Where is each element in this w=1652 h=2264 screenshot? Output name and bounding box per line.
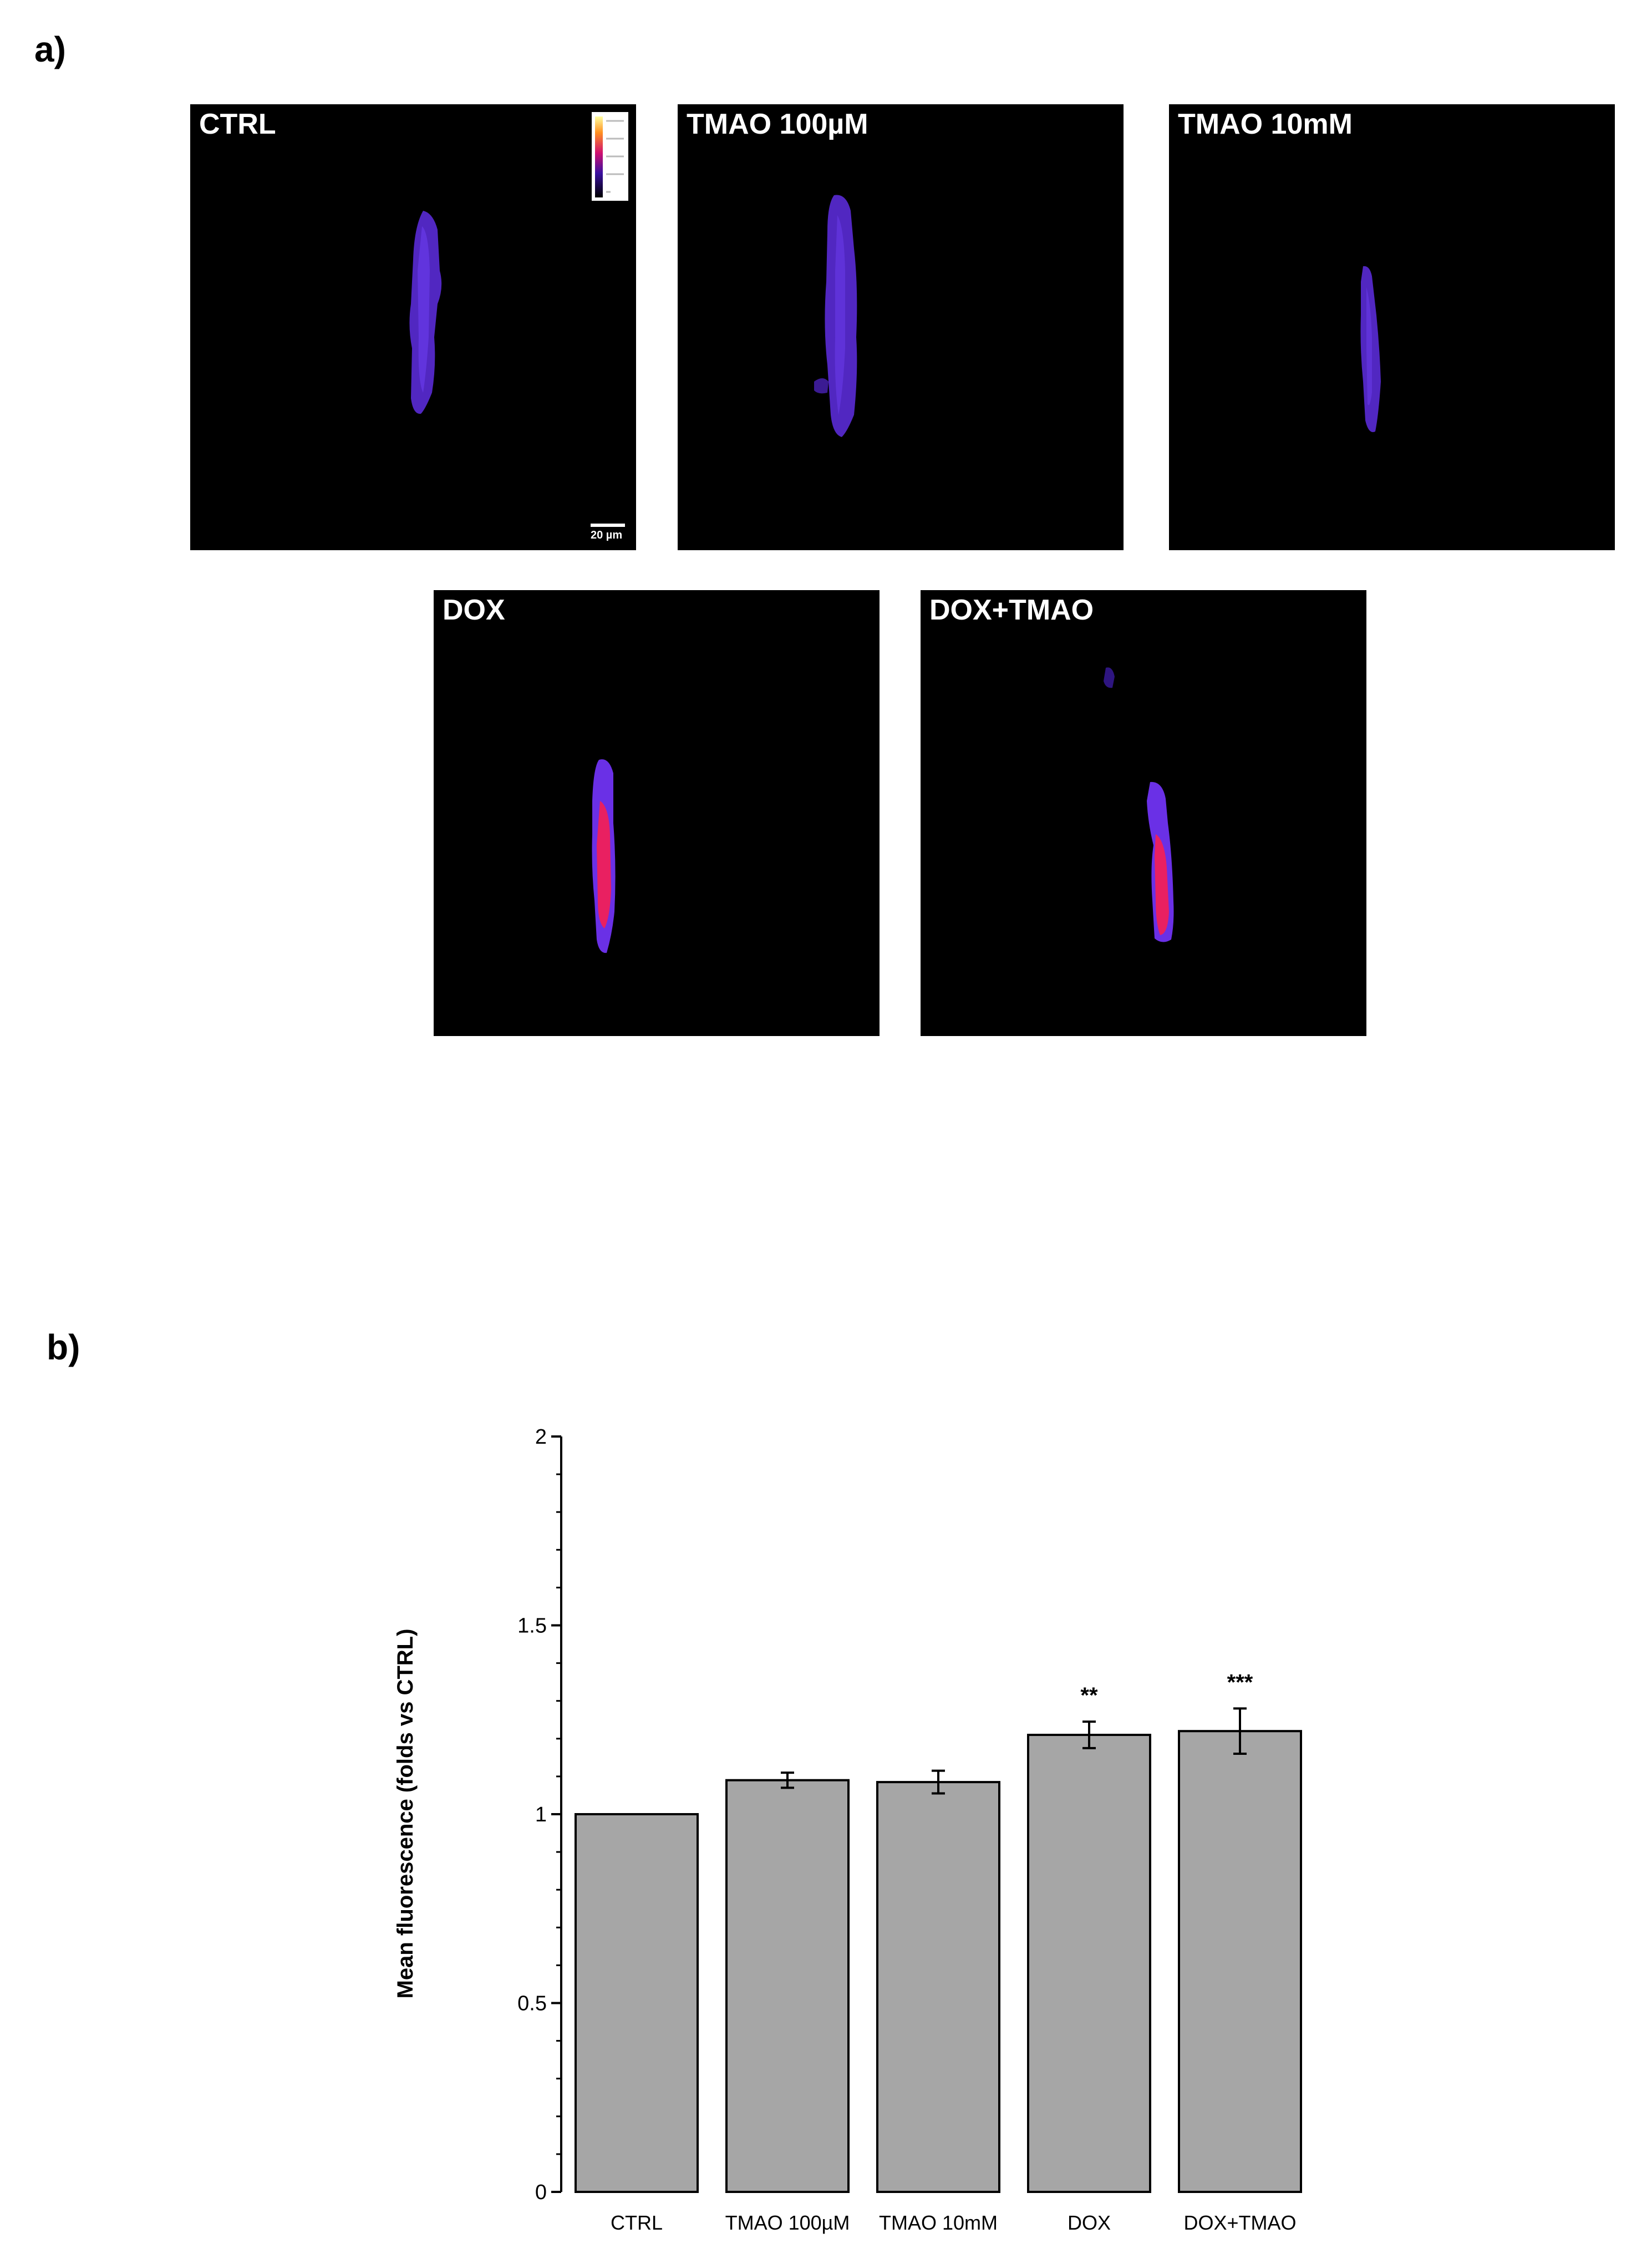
scale-bar xyxy=(591,524,625,527)
y-tick-label-4: 2 xyxy=(535,1425,547,1449)
micrograph-tmao-100um: TMAO 100µM xyxy=(678,104,1124,550)
error-bar-3 xyxy=(1082,1720,1096,1749)
color-scale-legend xyxy=(592,112,628,201)
y-axis-label: Mean fluorescence (folds vs CTRL) xyxy=(393,1629,418,1999)
error-bar-4 xyxy=(1233,1707,1247,1755)
bar-0 xyxy=(575,1813,699,2193)
bar-3 xyxy=(1027,1733,1151,2193)
category-label-0: CTRL xyxy=(611,2211,663,2234)
category-label-1: TMAO 100µM xyxy=(725,2211,850,2234)
panel-label-b: b) xyxy=(47,1327,80,1367)
scale-bar-label: 20 µm xyxy=(591,529,623,541)
category-label-4: DOX+TMAO xyxy=(1183,2211,1296,2234)
significance-label-4: *** xyxy=(1227,1670,1253,1694)
category-label-3: DOX xyxy=(1068,2211,1111,2234)
category-label-2: TMAO 10mM xyxy=(879,2211,998,2234)
y-tick-label-0: 0 xyxy=(535,2181,547,2204)
micrograph-dox-tmao: DOX+TMAO xyxy=(921,590,1366,1036)
micrograph-tmao-10mm: TMAO 10mM xyxy=(1169,104,1615,550)
error-bar-2 xyxy=(932,1769,945,1795)
significance-label-3: ** xyxy=(1080,1683,1098,1708)
cell-image-tmao-100um xyxy=(814,195,857,437)
micrograph-label: DOX xyxy=(443,594,505,626)
micrograph-label: CTRL xyxy=(199,108,276,140)
y-tick-label-2: 1 xyxy=(535,1803,547,1826)
micrograph-label: TMAO 10mM xyxy=(1178,108,1353,140)
bar-4 xyxy=(1178,1730,1302,2193)
micrograph-dox: DOX xyxy=(434,590,880,1036)
bar-1 xyxy=(725,1779,850,2193)
cell-image-tmao-10mm xyxy=(1360,266,1381,433)
panel-label-a: a) xyxy=(34,29,66,69)
error-bar-1 xyxy=(781,1771,794,1789)
y-tick-label-3: 1.5 xyxy=(517,1615,547,1638)
cell-image-dox xyxy=(592,759,616,953)
micrograph-label: TMAO 100µM xyxy=(687,108,868,140)
cell-image-dox-tmao xyxy=(1104,667,1174,942)
bar-2 xyxy=(876,1781,1000,2193)
micrograph-ctrl: CTRL 20 µm xyxy=(190,104,636,550)
cell-image-ctrl xyxy=(409,112,628,527)
y-tick-label-1: 0.5 xyxy=(517,1992,547,2016)
micrograph-label: DOX+TMAO xyxy=(929,594,1094,626)
